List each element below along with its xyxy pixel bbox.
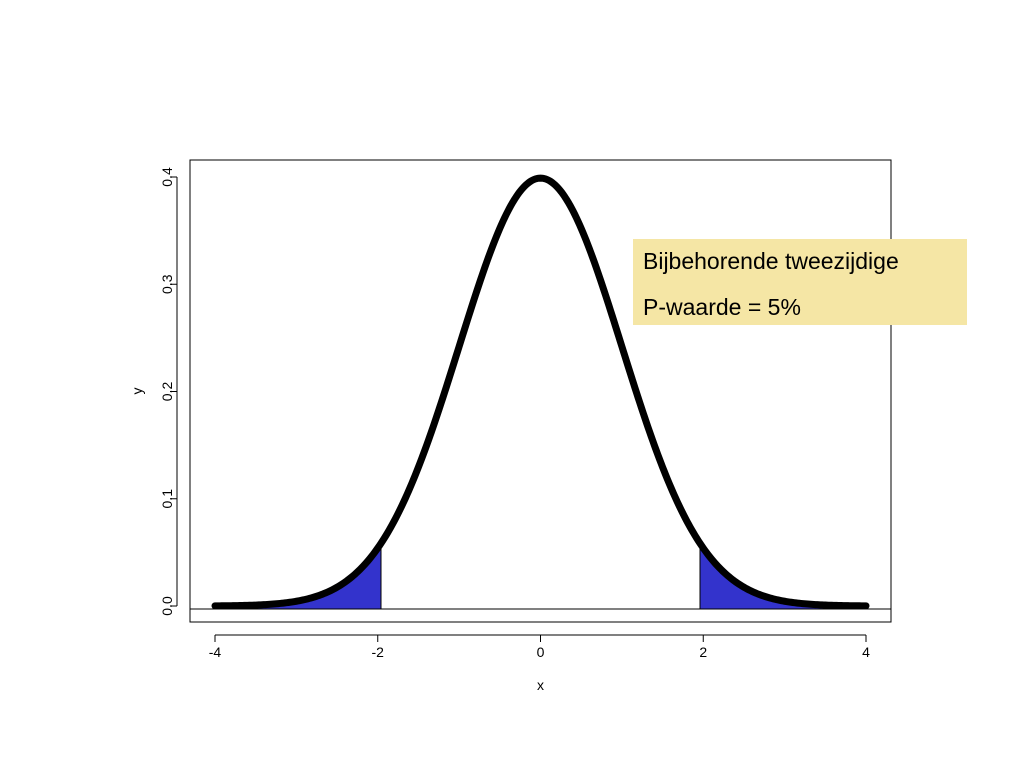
x-axis: -4 -2 0 2 4 bbox=[209, 634, 870, 660]
annotation-background bbox=[633, 239, 967, 325]
y-axis-title: y bbox=[129, 388, 145, 395]
y-tick-label: 0.2 bbox=[159, 382, 175, 402]
y-tick-label: 0.1 bbox=[159, 489, 175, 509]
x-tick-label: -2 bbox=[372, 644, 385, 660]
annotation-box: Bijbehorende tweezijdige P-waarde = 5% bbox=[633, 239, 967, 325]
y-tick-label: 0.4 bbox=[159, 167, 175, 187]
density-curve bbox=[211, 174, 870, 610]
y-axis: 0.0 0.1 0.2 0.3 0.4 bbox=[159, 167, 178, 616]
x-tick-label: 2 bbox=[699, 644, 707, 660]
annotation-line-2: P-waarde = 5% bbox=[643, 294, 801, 320]
plot-frame bbox=[189, 159, 892, 623]
x-tick-label: -4 bbox=[209, 644, 222, 660]
x-axis-title: x bbox=[537, 677, 544, 693]
x-tick-label: 4 bbox=[862, 644, 870, 660]
y-tick-label: 0.0 bbox=[159, 596, 175, 616]
x-tick-label: 0 bbox=[537, 644, 545, 660]
y-tick-label: 0.3 bbox=[159, 274, 175, 294]
annotation-line-1: Bijbehorende tweezijdige bbox=[643, 248, 899, 274]
